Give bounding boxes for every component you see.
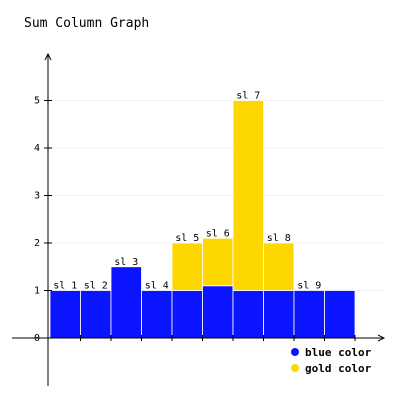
y-tick-label: 1 [34,286,40,297]
y-tick-label: 0 [34,333,40,344]
bar-label: sl 6 [206,228,230,239]
legend-label: blue color [305,346,372,359]
bar-blue [110,266,142,339]
y-tick-label: 2 [34,238,40,249]
labels-layer: sl 1 sl 2 sl 3 sl 4 sl 5 sl 6 sl 7 sl 8 sl 9 [53,91,321,292]
axes-layer: 0 1 2 3 4 5 [12,52,386,386]
bar-blue [293,290,325,339]
bar-label: sl 9 [297,281,321,292]
bar-label: sl 7 [236,91,260,102]
bar-blue [324,290,356,339]
legend-label: gold color [305,362,372,375]
bar-gold [232,100,264,291]
bars-layer [49,100,356,339]
y-tick-label: 5 [34,96,40,107]
legend: blue color gold color [286,342,382,382]
y-tick-label: 4 [34,143,40,154]
bar-gold [171,242,203,291]
bar-blue [49,290,81,339]
y-axis-arrow [44,52,52,61]
bar-blue [263,290,295,339]
bar-label: sl 5 [175,233,199,244]
chart-title: Sum Column Graph [24,16,149,31]
legend-marker [291,348,299,356]
bar-label: sl 2 [84,281,108,292]
bar-gold [202,237,234,287]
legend-marker [291,364,299,372]
y-tick-label: 3 [34,191,40,202]
bar-blue [80,290,112,339]
x-axis-arrow [377,334,386,342]
bar-label: sl 8 [267,233,291,244]
bar-label: sl 3 [114,257,138,268]
bar-blue [171,290,203,339]
bar-label: sl 1 [53,281,77,292]
bar-label: sl 4 [145,281,169,292]
legend-box [286,342,382,382]
bar-gold [263,242,295,291]
bar-blue [141,290,173,339]
bar-blue [202,285,234,339]
bar-blue [232,290,264,339]
